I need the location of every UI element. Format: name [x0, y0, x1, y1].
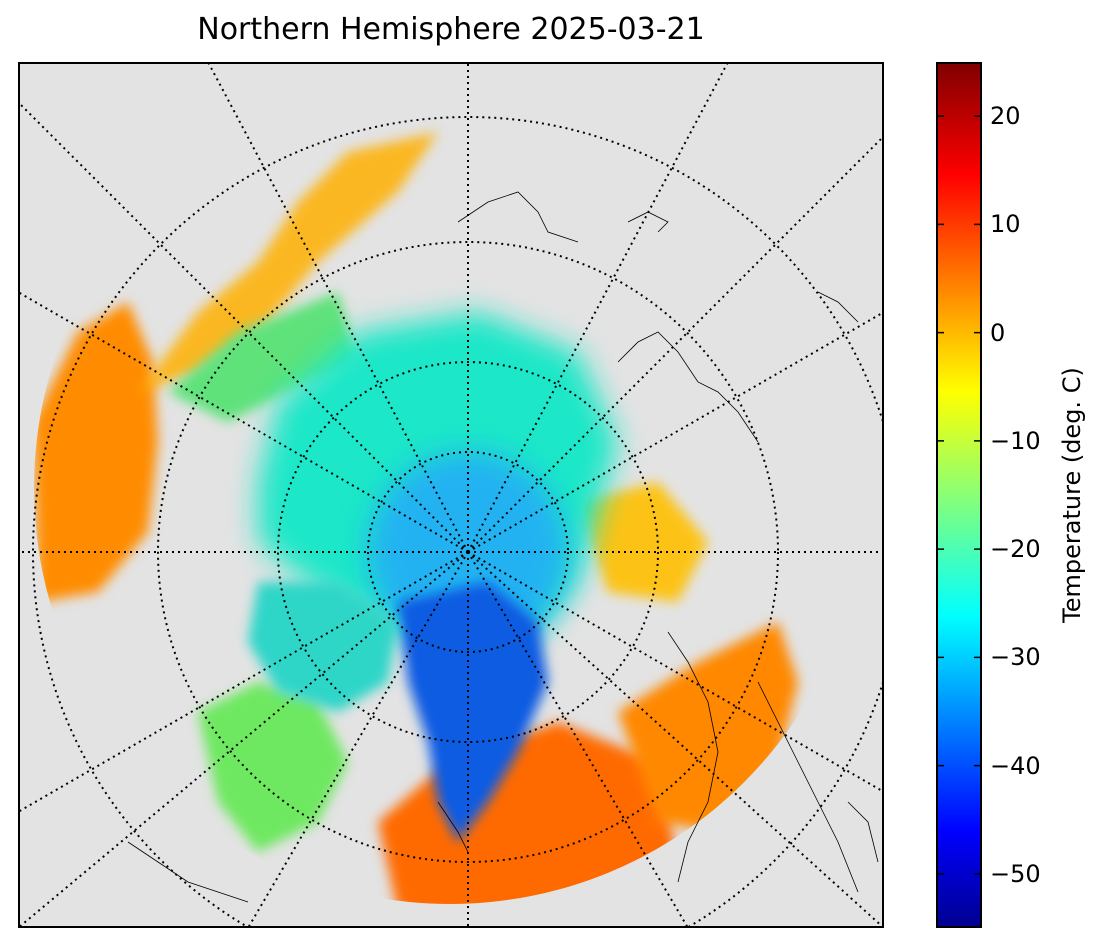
colorbar [936, 62, 982, 928]
colorbar-tick-label: −30 [990, 643, 1041, 672]
colorbar-tick-label: 0 [990, 318, 1006, 347]
colorbar-tick-label: −20 [990, 535, 1041, 564]
coastlines [127, 191, 879, 903]
greenland-ice-sheet [398, 582, 548, 842]
colorbar-tick-label: −10 [990, 426, 1041, 455]
canadian-archipelago [248, 582, 398, 712]
siberia-warm-region [34, 302, 158, 602]
graticule [18, 62, 884, 928]
asia-north-coast [138, 132, 438, 392]
polar-temperature-map [18, 62, 884, 928]
map-title: Northern Hemisphere 2025-03-21 [197, 12, 705, 47]
map-frame [18, 62, 884, 928]
temperature-field [34, 132, 798, 904]
colorbar-tick-label: 20 [990, 102, 1021, 131]
colorbar-tick-label: −40 [990, 751, 1041, 780]
colorbar-tick-label: 10 [990, 210, 1021, 239]
colorbar-tick-label: −50 [990, 859, 1041, 888]
russia-green-region [168, 292, 358, 422]
canada-green-region [198, 682, 348, 852]
alaska-warm-region [578, 482, 708, 602]
colorbar-label: Temperature (deg. C) [1058, 367, 1086, 623]
